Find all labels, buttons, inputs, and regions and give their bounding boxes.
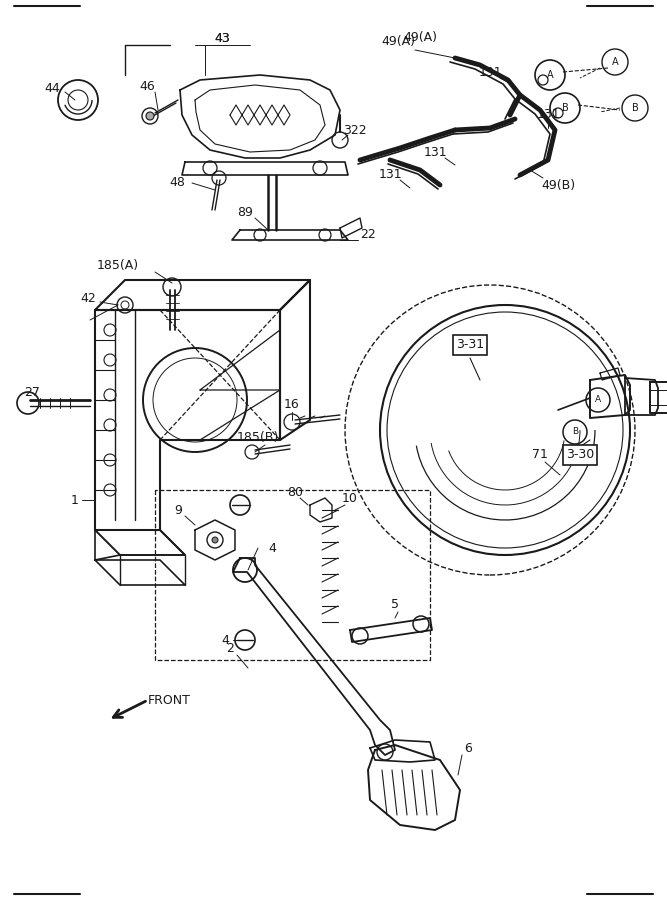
Text: 48: 48 [169, 176, 185, 190]
Text: 16: 16 [284, 399, 300, 411]
Text: 131: 131 [536, 109, 560, 122]
Text: 185(A): 185(A) [97, 258, 139, 272]
Text: 131: 131 [423, 146, 447, 158]
Circle shape [146, 112, 154, 120]
Text: 3-31: 3-31 [456, 338, 484, 352]
Text: 22: 22 [360, 229, 376, 241]
Text: 4: 4 [221, 634, 229, 646]
Text: 89: 89 [237, 205, 253, 219]
Text: B: B [572, 428, 578, 436]
Text: 49(A): 49(A) [403, 32, 437, 44]
Text: 46: 46 [139, 79, 155, 93]
Text: 42: 42 [80, 292, 96, 304]
Text: 9: 9 [174, 503, 182, 517]
Text: 27: 27 [24, 386, 40, 400]
Text: 49(A): 49(A) [381, 35, 415, 49]
Text: A: A [595, 395, 601, 404]
Text: 185(B): 185(B) [237, 431, 279, 445]
Text: 1: 1 [71, 493, 79, 507]
Text: 49(B): 49(B) [541, 178, 575, 192]
Text: 71: 71 [532, 448, 548, 462]
Text: 4: 4 [268, 542, 276, 554]
Text: B: B [562, 103, 568, 113]
Text: 5: 5 [391, 598, 399, 611]
Text: B: B [632, 103, 638, 113]
Text: 131: 131 [478, 66, 502, 78]
Text: 80: 80 [287, 485, 303, 499]
Text: 2: 2 [226, 642, 234, 654]
Text: 43: 43 [214, 32, 230, 44]
Text: 322: 322 [344, 123, 367, 137]
Text: FRONT: FRONT [148, 694, 191, 706]
Circle shape [212, 537, 218, 543]
Text: 131: 131 [378, 168, 402, 182]
Text: 44: 44 [44, 82, 60, 94]
Text: A: A [612, 57, 618, 67]
Text: A: A [547, 70, 554, 80]
Text: 10: 10 [342, 491, 358, 505]
Text: 6: 6 [464, 742, 472, 754]
Text: 43: 43 [214, 32, 230, 44]
Text: 3-30: 3-30 [566, 448, 594, 462]
